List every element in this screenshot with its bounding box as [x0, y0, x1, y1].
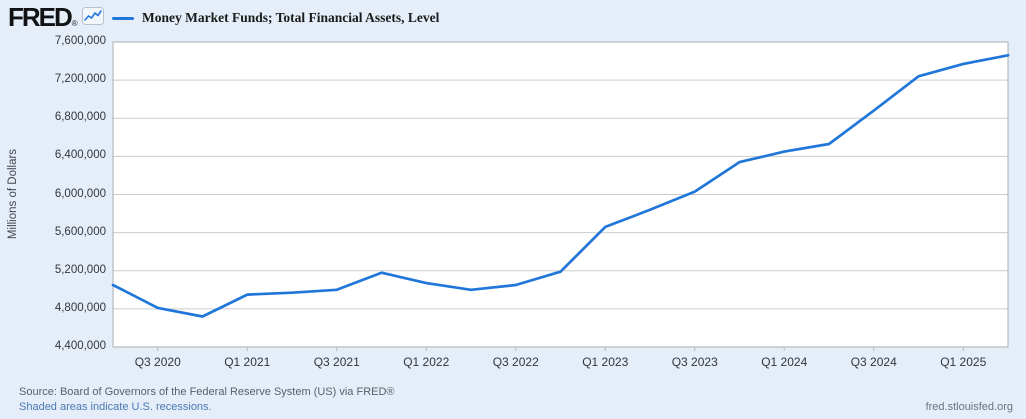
x-tick-label: Q1 2025: [940, 355, 987, 369]
series-title: Money Market Funds; Total Financial Asse…: [142, 10, 440, 25]
fred-logo[interactable]: FRED ®: [8, 4, 104, 30]
x-tick-label: Q3 2024: [850, 355, 897, 369]
x-tick-label: Q3 2023: [671, 355, 718, 369]
series-line-icon: [112, 16, 134, 20]
y-tick-label: 7,200,000: [54, 73, 106, 86]
y-tick-label: 6,400,000: [54, 149, 106, 162]
y-tick-label: 6,000,000: [54, 187, 106, 200]
y-tick-label: 4,800,000: [54, 301, 106, 314]
x-tick-label: Q3 2020: [134, 355, 181, 369]
x-tick-label: Q1 2024: [761, 355, 808, 369]
registered-mark: ®: [71, 19, 78, 28]
y-tick-label: 7,600,000: [54, 35, 106, 47]
x-tick-label: Q3 2021: [313, 355, 360, 369]
x-tick-label: Q1 2021: [224, 355, 271, 369]
source-attribution: Source: Board of Governors of the Federa…: [19, 386, 395, 398]
x-tick-label: Q3 2022: [492, 355, 539, 369]
chart-legend: Money Market Funds; Total Financial Asse…: [112, 10, 439, 26]
y-tick-label: 5,200,000: [54, 263, 106, 276]
y-tick-label: 4,400,000: [54, 340, 106, 352]
x-tick-label: Q1 2022: [403, 355, 450, 369]
fred-logo-text: FRED: [8, 2, 73, 32]
x-tick-label: Q1 2023: [582, 355, 629, 369]
recession-note-link[interactable]: Shaded areas indicate U.S. recessions.: [19, 401, 212, 413]
sparkline-icon: [81, 6, 104, 30]
y-tick-label: 5,600,000: [54, 225, 106, 238]
fred-url-link[interactable]: fred.stlouisfed.org: [925, 401, 1013, 413]
y-tick-label: 6,800,000: [54, 111, 106, 124]
